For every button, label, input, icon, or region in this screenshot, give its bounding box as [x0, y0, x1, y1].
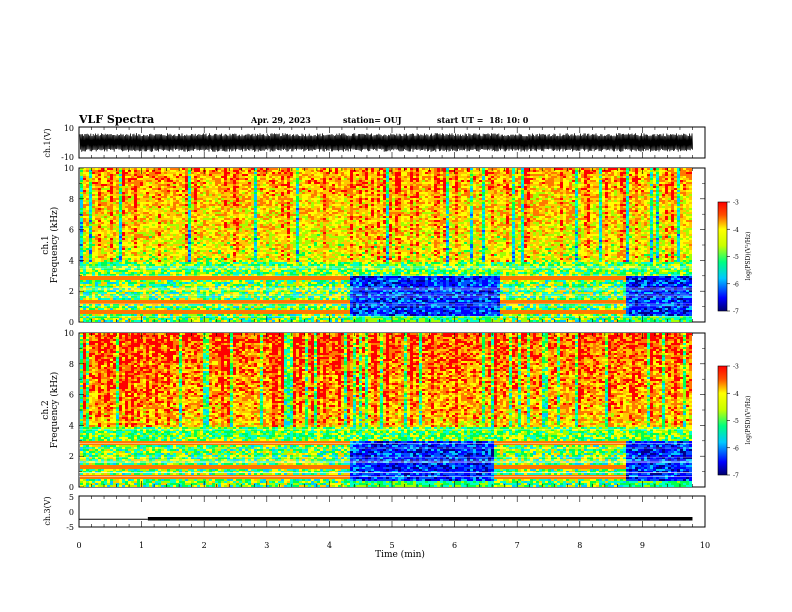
ch1-ylabel: ch.1(V) [43, 128, 52, 157]
freq-tick-label: 10 [64, 329, 74, 338]
freq-tick-label: 2 [69, 287, 74, 296]
ch2-colorbar-label: log(PSD)(V²/Hz) [745, 396, 752, 445]
time-tick-label: 5 [389, 541, 394, 550]
time-tick-label: 2 [202, 541, 207, 550]
time-tick-label: 4 [327, 541, 332, 550]
freq-tick-label: 8 [69, 195, 74, 204]
ch1-channel-label: ch.1 [41, 235, 51, 254]
ch3-ytick-mid: 0 [69, 508, 74, 517]
ch3-ylabel: ch.3(V) [43, 496, 52, 525]
freq-tick-label: 4 [69, 421, 74, 430]
freq-tick-label: 4 [69, 256, 74, 265]
colorbar-tick-label: -5 [733, 254, 739, 261]
time-tick-label: 8 [577, 541, 582, 550]
time-tick-label: 9 [640, 541, 645, 550]
ch2-colorbar: -3 -4 -5 -6 -7 log(PSD)(V²/Hz) [718, 364, 752, 480]
ch2-channel-label: ch.2 [41, 400, 51, 419]
ch1-spectrogram-image [79, 168, 705, 322]
ch2-spectrogram-image [79, 333, 705, 487]
freq-tick-label: 6 [69, 391, 74, 400]
freq-tick-label: 8 [69, 360, 74, 369]
colorbar-tick-label: -3 [733, 200, 739, 207]
colorbar-tick-label: -3 [733, 364, 739, 371]
ch3-ytick-bottom: -5 [66, 523, 74, 532]
time-axis-label: Time (min) [375, 549, 425, 560]
colorbar-tick-label: -7 [733, 309, 739, 316]
colorbar-tick-label: -6 [733, 445, 739, 452]
time-tick-label: 3 [264, 541, 269, 550]
time-tick-label: 10 [700, 541, 710, 550]
freq-tick-label: 2 [69, 452, 74, 461]
start-ut-label: start UT = 18: 10: 0 [437, 115, 529, 125]
date-label: Apr. 29, 2023 [250, 115, 311, 125]
freq-tick-label: 10 [64, 164, 74, 173]
ch1-ytick-bottom: -10 [61, 153, 74, 162]
time-tick-label: 1 [139, 541, 144, 550]
colorbar-tick-label: -4 [733, 227, 739, 234]
ch3-ytick-top: 5 [69, 493, 74, 502]
time-tick-label: 6 [452, 541, 457, 550]
freq-tick-label: 6 [69, 226, 74, 235]
time-axis-ticklabels: 0 1 2 3 4 5 6 7 8 9 10 [76, 541, 710, 550]
colorbar-tick-label: -4 [733, 391, 739, 398]
ch1-ytick-top: 10 [64, 124, 74, 133]
figure-title: VLF Spectra [78, 113, 154, 126]
ch1-colorbar-label: log(PSD)(V²/Hz) [745, 232, 752, 281]
time-tick-label: 7 [515, 541, 520, 550]
freq-tick-label: 0 [69, 483, 74, 492]
colorbar-tick-label: -6 [733, 281, 739, 288]
freq-tick-label: 0 [69, 318, 74, 327]
ch1-waveform-panel: 10 -10 ch.1(V) [43, 124, 705, 162]
time-tick-label: 0 [76, 541, 81, 550]
ch3-panel: 5 0 -5 ch.3(V) 0 1 2 3 4 5 6 7 8 9 10 Time (min) [43, 493, 710, 560]
station-label: station= OUJ [343, 115, 402, 125]
colorbar-tick-label: -7 [733, 473, 739, 480]
colorbar-tick-label: -5 [733, 418, 739, 425]
ch1-colorbar: -3 -4 -5 -6 -7 log(PSD)(V²/Hz) [718, 200, 752, 316]
